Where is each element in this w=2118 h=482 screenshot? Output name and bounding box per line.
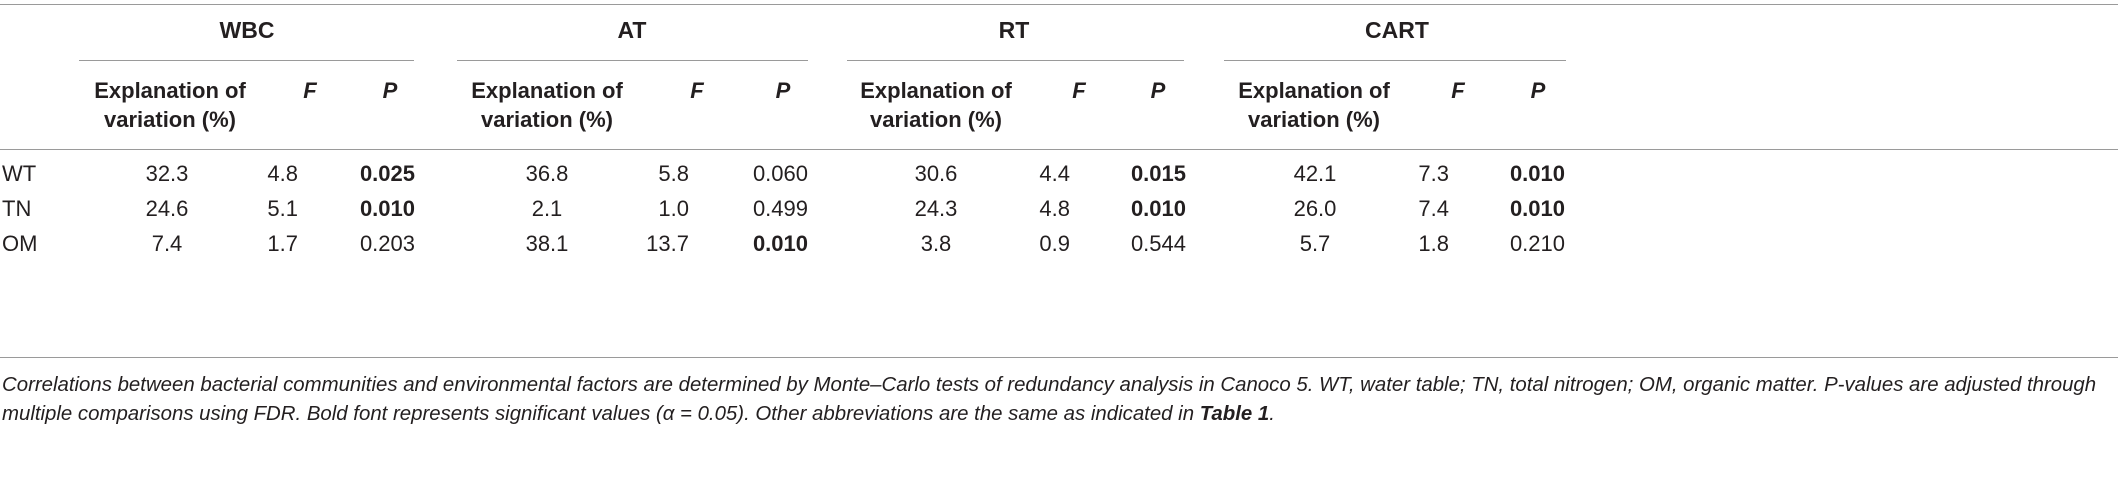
subheader-explanation-at: Explanation of variation (%): [471, 78, 623, 132]
cell-om-cart-f: 1.8: [1418, 231, 1449, 256]
group-header-wbc: WBC: [219, 17, 275, 43]
cell-wt-rt-f: 4.4: [1039, 161, 1070, 186]
cell-wt-rt-explanation: 30.6: [914, 161, 958, 186]
cell-om-rt-f: 0.9: [1039, 231, 1070, 256]
subheader-f-at: F: [690, 78, 704, 103]
subheader-explanation-wbc: Explanation of variation (%): [94, 78, 246, 132]
group-header-rt: RT: [998, 17, 1030, 43]
cell-wt-cart-explanation: 42.1: [1293, 161, 1337, 186]
cell-om-cart-explanation: 5.7: [1299, 231, 1331, 256]
cell-tn-at-p: 0.499: [752, 196, 808, 221]
cell-wt-at-p: 0.060: [752, 161, 808, 186]
cell-tn-rt-explanation: 24.3: [914, 196, 958, 221]
cell-tn-rt-p: 0.010: [1130, 196, 1186, 221]
cell-wt-at-f: 5.8: [658, 161, 689, 186]
header-rule: [0, 149, 2118, 150]
cell-wt-cart-f: 7.3: [1418, 161, 1449, 186]
cell-om-at-f: 13.7: [646, 231, 689, 256]
group-rule-wbc: [79, 60, 414, 61]
cell-tn-rt-f: 4.8: [1039, 196, 1070, 221]
subheader-explanation-rt: Explanation of variation (%): [860, 78, 1012, 132]
subheader-explanation-cart: Explanation of variation (%): [1238, 78, 1390, 132]
cell-om-at-explanation: 38.1: [525, 231, 569, 256]
group-rule-at: [457, 60, 808, 61]
top-rule: [0, 4, 2118, 5]
cell-om-wbc-explanation: 7.4: [151, 231, 183, 256]
cell-tn-at-explanation: 2.1: [531, 196, 563, 221]
cell-om-rt-explanation: 3.8: [920, 231, 952, 256]
cell-wt-at-explanation: 36.8: [525, 161, 569, 186]
cell-tn-cart-p: 0.010: [1509, 196, 1565, 221]
group-rule-cart: [1224, 60, 1566, 61]
footnote-text: Correlations between bacterial communiti…: [2, 374, 2097, 425]
group-header-cart: CART: [1365, 17, 1429, 43]
cell-tn-cart-f: 7.4: [1418, 196, 1449, 221]
footnote-end: .: [1269, 403, 1275, 425]
cell-tn-at-f: 1.0: [658, 196, 689, 221]
cell-wt-rt-p: 0.015: [1130, 161, 1186, 186]
cell-tn-wbc-p: 0.010: [359, 196, 415, 221]
group-header-at: AT: [617, 17, 647, 43]
row-label-wt: WT: [2, 161, 37, 186]
subheader-p-at: P: [775, 78, 791, 103]
cell-om-wbc-p: 0.203: [359, 231, 415, 256]
group-rule-rt: [847, 60, 1184, 61]
subheader-f-wbc: F: [303, 78, 317, 103]
subheader-p-rt: P: [1150, 78, 1166, 103]
subheader-f-rt: F: [1072, 78, 1086, 103]
table-footnote: Correlations between bacterial communiti…: [2, 371, 2114, 429]
cell-om-at-p: 0.010: [752, 231, 808, 256]
subheader-f-cart: F: [1451, 78, 1465, 103]
subheader-p-wbc: P: [382, 78, 398, 103]
subheader-p-cart: P: [1530, 78, 1546, 103]
cell-tn-wbc-explanation: 24.6: [145, 196, 189, 221]
table-1-link[interactable]: Table 1: [1199, 403, 1270, 425]
cell-wt-cart-p: 0.010: [1509, 161, 1565, 186]
bottom-rule: [0, 357, 2118, 358]
row-label-om: OM: [2, 231, 38, 256]
row-label-tn: TN: [2, 196, 32, 221]
cell-tn-wbc-f: 5.1: [267, 196, 298, 221]
cell-tn-cart-explanation: 26.0: [1293, 196, 1337, 221]
cell-wt-wbc-explanation: 32.3: [145, 161, 189, 186]
cell-om-wbc-f: 1.7: [267, 231, 298, 256]
cell-om-cart-p: 0.210: [1509, 231, 1565, 256]
cell-wt-wbc-p: 0.025: [359, 161, 415, 186]
cell-om-rt-p: 0.544: [1130, 231, 1186, 256]
cell-wt-wbc-f: 4.8: [267, 161, 298, 186]
